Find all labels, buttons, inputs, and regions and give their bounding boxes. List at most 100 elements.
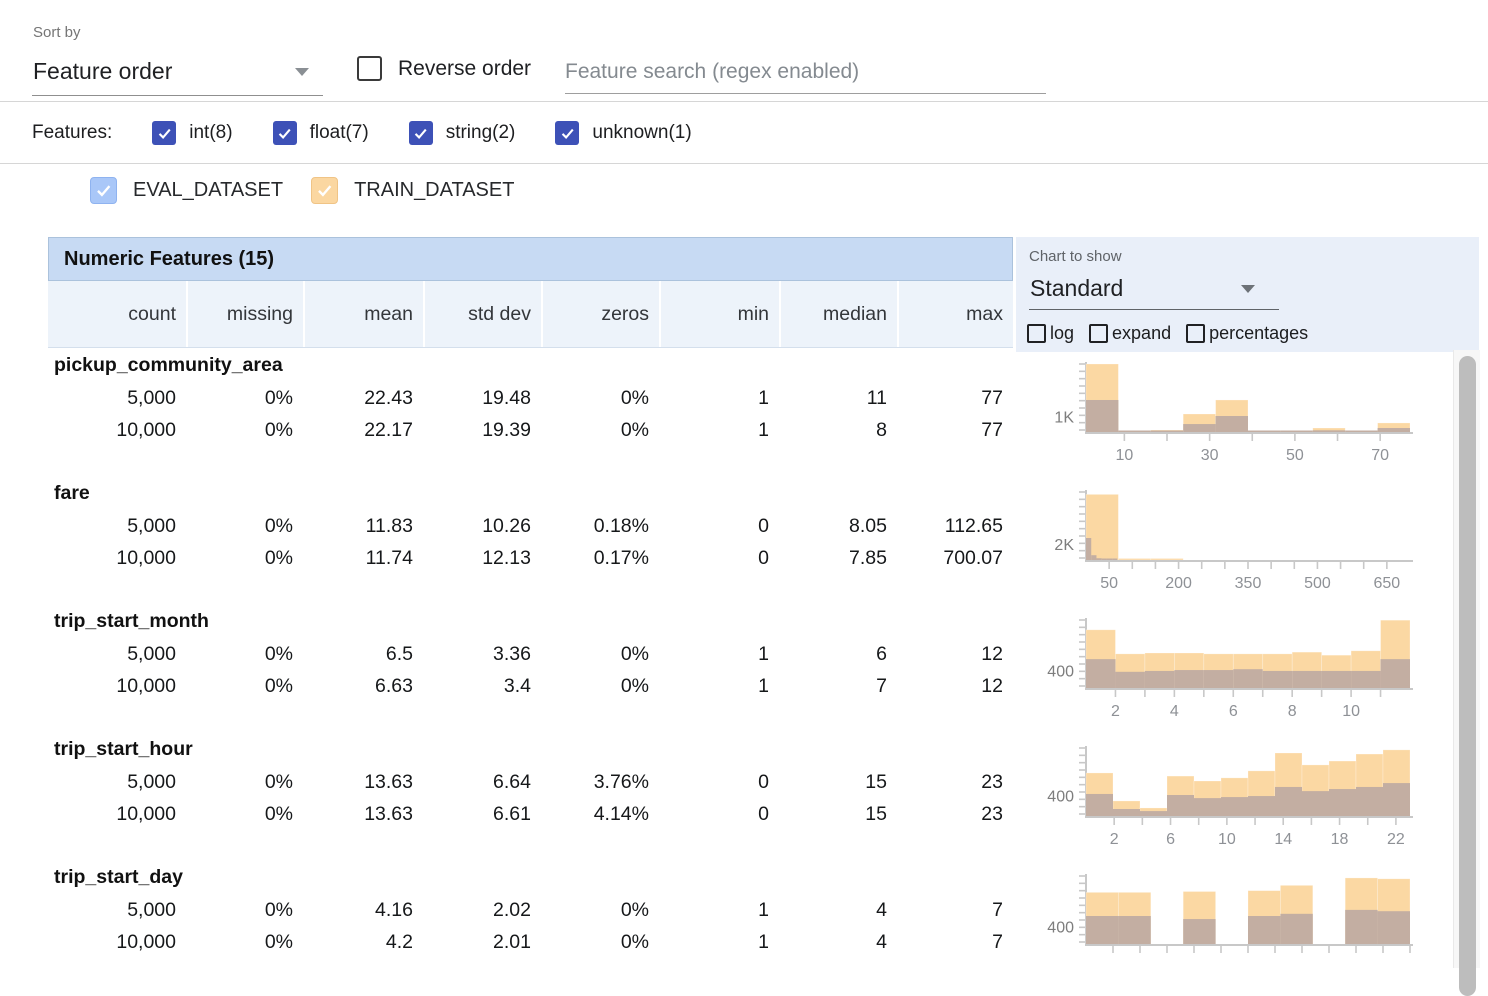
stat-row-eval-dataset: 5,000 0% 11.83 10.26 0.18% 0 8.05 112.65 xyxy=(48,510,1013,542)
feature-histogram-trip-start-day: 400 xyxy=(1047,874,1413,953)
stat-median: 8.05 xyxy=(849,514,887,537)
checkbox-checked[interactable] xyxy=(408,121,433,145)
stat-missing: 0% xyxy=(264,386,293,409)
stat-std-dev: 12.13 xyxy=(482,546,531,569)
stat-zeros: 0.18% xyxy=(593,514,649,537)
checkbox-unchecked[interactable] xyxy=(1027,324,1046,343)
feature-histogram-trip-start-hour: 2 6 10 14 18 22 400 xyxy=(1047,746,1413,848)
checkbox-checked[interactable] xyxy=(311,176,339,204)
stat-zeros: 0% xyxy=(620,898,649,921)
svg-text:400: 400 xyxy=(1047,920,1074,937)
stat-median: 7 xyxy=(876,674,887,697)
chart-type-value: Standard xyxy=(1030,275,1124,301)
filter-unknown-1[interactable]: unknown(1) xyxy=(555,121,692,145)
svg-text:14: 14 xyxy=(1274,831,1292,848)
stat-min: 1 xyxy=(758,386,769,409)
check-icon xyxy=(278,128,291,139)
stat-mean: 11.83 xyxy=(365,514,413,537)
feature-name: fare xyxy=(54,482,90,504)
dataset-toggle-eval-dataset[interactable]: EVAL_DATASET xyxy=(90,176,283,204)
stat-missing: 0% xyxy=(264,674,293,697)
stat-row-train-dataset: 10,000 0% 13.63 6.61 4.14% 0 15 23 xyxy=(48,798,1013,830)
reverse-order-checkbox[interactable]: Reverse order xyxy=(357,56,531,81)
filter-int-8[interactable]: int(8) xyxy=(152,121,233,145)
feature-name: trip_start_hour xyxy=(54,738,193,760)
chart-option-percentages[interactable]: percentages xyxy=(1186,323,1308,344)
stat-min: 0 xyxy=(758,770,769,793)
filter-label: float(7) xyxy=(309,122,369,143)
checkbox-unchecked[interactable] xyxy=(1186,324,1206,343)
feature-block-trip-start-day: trip_start_day 5,000 0% 4.16 2.02 0% 1 4 7 10,000… xyxy=(0,865,1488,993)
stat-min: 0 xyxy=(758,546,769,569)
svg-text:2: 2 xyxy=(1110,831,1119,848)
feature-list: pickup_community_area 5,000 0% 22.43 19.48 0%… xyxy=(0,353,1488,993)
stat-min: 1 xyxy=(758,930,769,953)
chart-type-select[interactable]: Standard xyxy=(1029,270,1279,310)
stat-zeros: 0% xyxy=(620,386,649,409)
svg-text:10: 10 xyxy=(1115,447,1133,464)
stat-max: 7 xyxy=(992,930,1003,953)
stat-max: 77 xyxy=(981,386,1003,409)
vertical-scrollbar-thumb[interactable] xyxy=(1459,356,1476,996)
sort-by-label: Sort by xyxy=(33,24,81,41)
checkbox-unchecked[interactable] xyxy=(1089,324,1109,343)
check-icon xyxy=(414,128,427,139)
checkbox-checked[interactable] xyxy=(272,121,297,145)
svg-text:350: 350 xyxy=(1235,575,1262,592)
stat-median: 7.85 xyxy=(849,546,887,569)
filter-string-2[interactable]: string(2) xyxy=(408,121,516,145)
column-header-min: min xyxy=(659,281,779,347)
checkbox-checked[interactable] xyxy=(152,121,177,145)
stat-median: 11 xyxy=(866,386,887,409)
stat-max: 77 xyxy=(981,418,1003,441)
stat-mean: 13.63 xyxy=(364,802,413,825)
stat-count: 10,000 xyxy=(116,418,176,441)
sort-by-select[interactable]: Feature order xyxy=(32,50,323,96)
checkbox-unchecked[interactable] xyxy=(357,56,382,81)
svg-text:50: 50 xyxy=(1100,575,1118,592)
stat-zeros: 0% xyxy=(620,930,649,953)
feature-histogram-pickup-community-area: 10 30 50 70 1K xyxy=(1054,362,1413,464)
dataset-toggle-train-dataset[interactable]: TRAIN_DATASET xyxy=(311,176,514,204)
stats-column-header-row: count missing mean std dev zeros min median max xyxy=(48,281,1013,348)
checkbox-checked[interactable] xyxy=(555,121,580,145)
feature-histogram-trip-start-month: 2 4 6 8 10 400 xyxy=(1047,618,1413,720)
feature-search-input[interactable] xyxy=(565,50,1046,94)
checkbox-checked[interactable] xyxy=(90,176,117,204)
column-header-count: count xyxy=(128,302,176,325)
column-header-mean: mean xyxy=(303,281,423,347)
stat-missing: 0% xyxy=(264,418,293,441)
chevron-down-icon xyxy=(1241,285,1255,293)
chart-option-label: log xyxy=(1050,323,1075,343)
svg-text:2: 2 xyxy=(1111,703,1120,720)
column-header-missing: missing xyxy=(186,281,303,347)
filter-float-7[interactable]: float(7) xyxy=(272,121,369,145)
chart-option-expand[interactable]: expand xyxy=(1089,323,1171,344)
feature-block-trip-start-hour: trip_start_hour 5,000 0% 13.63 6.64 3.76% 0 15 2… xyxy=(0,737,1488,865)
stat-row-eval-dataset: 5,000 0% 6.5 3.36 0% 1 6 12 xyxy=(48,638,1013,670)
stat-min: 1 xyxy=(758,898,769,921)
svg-text:10: 10 xyxy=(1342,703,1360,720)
svg-text:200: 200 xyxy=(1165,575,1192,592)
stat-missing: 0% xyxy=(264,514,293,537)
stat-zeros: 3.76% xyxy=(593,770,649,793)
filter-label: int(8) xyxy=(189,122,233,143)
filter-label: string(2) xyxy=(445,122,516,143)
stat-count: 10,000 xyxy=(116,930,176,953)
stat-min: 1 xyxy=(758,674,769,697)
stat-min: 1 xyxy=(758,418,769,441)
stat-count: 5,000 xyxy=(127,898,176,921)
stat-mean: 6.5 xyxy=(385,642,413,665)
vertical-scrollbar-track[interactable] xyxy=(1453,350,1480,996)
chart-controls-panel: Chart to show Standard log expand percenta… xyxy=(1016,237,1479,352)
stat-count: 10,000 xyxy=(116,546,176,569)
stat-count: 5,000 xyxy=(127,386,176,409)
stat-median: 15 xyxy=(865,802,887,825)
feature-histogram-fare: 50 200 350 500 650 2K xyxy=(1054,490,1413,592)
stat-median: 8 xyxy=(876,418,887,441)
svg-text:650: 650 xyxy=(1374,575,1401,592)
column-header-median: median xyxy=(779,281,897,347)
stat-zeros: 0% xyxy=(620,418,649,441)
svg-text:22: 22 xyxy=(1387,831,1405,848)
chart-option-log[interactable]: log xyxy=(1027,323,1074,344)
